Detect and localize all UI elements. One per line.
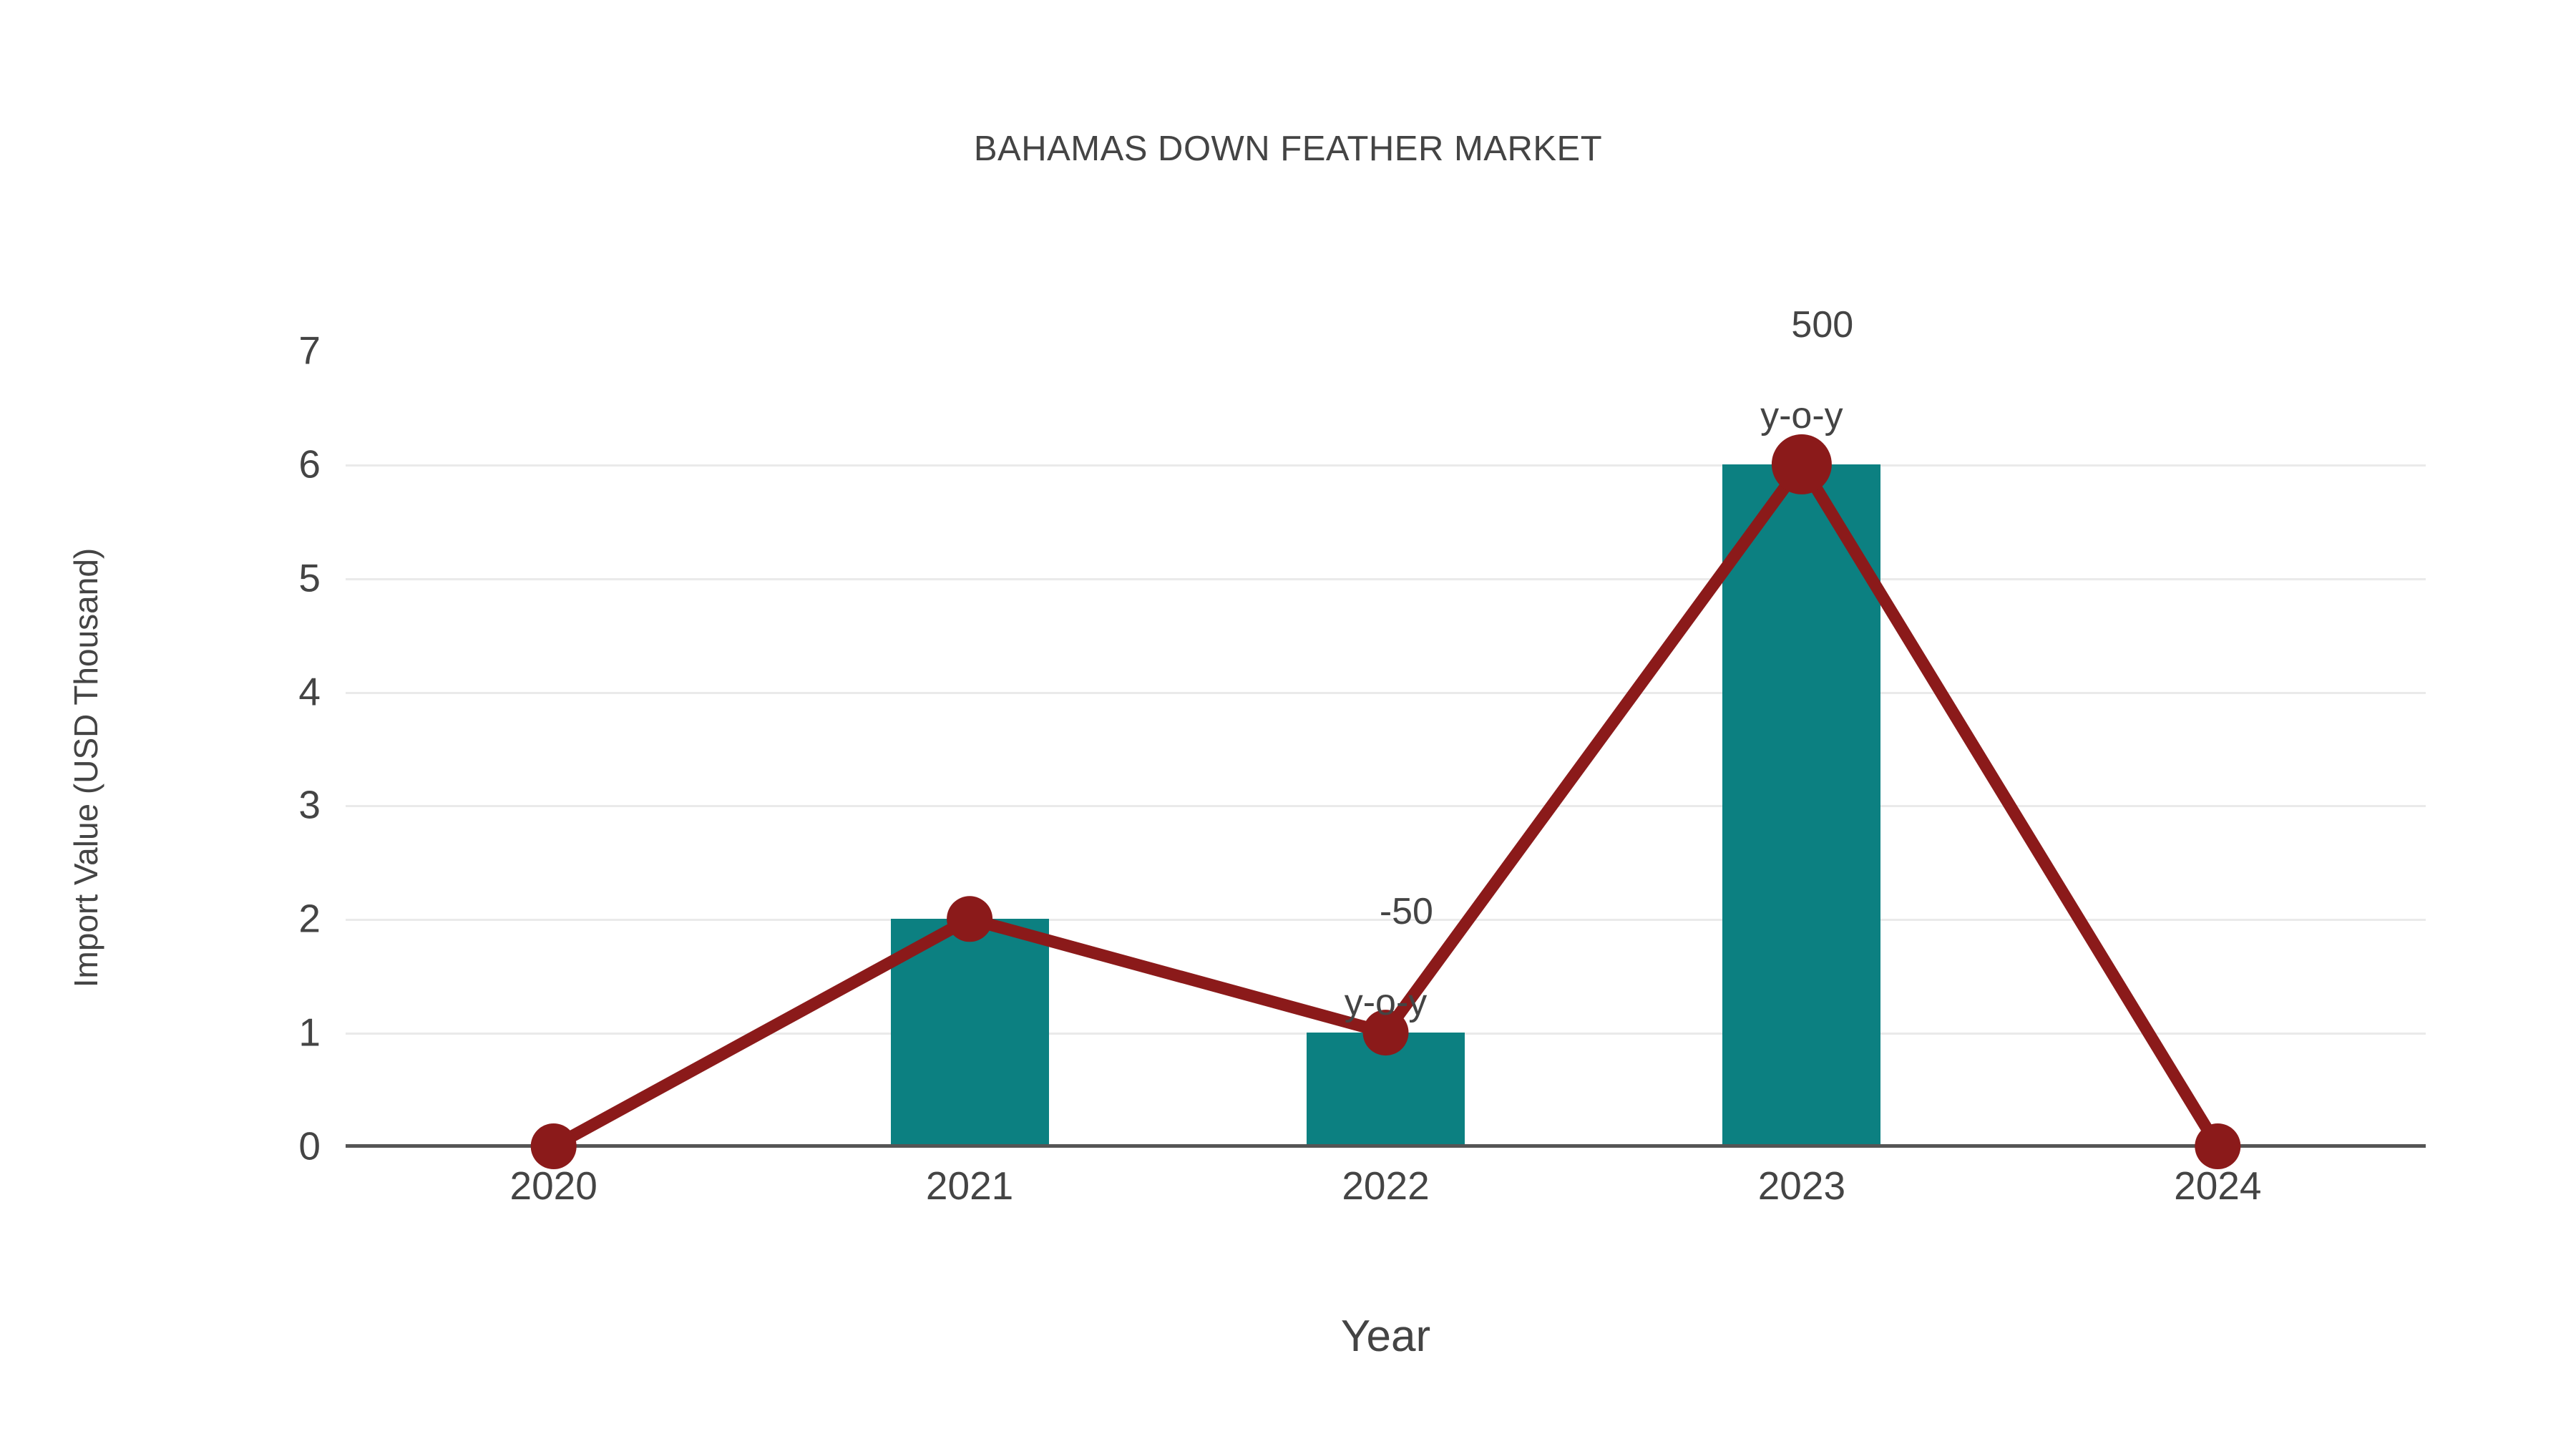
gridline-5 xyxy=(346,577,2426,580)
y-tick-6: 6 xyxy=(298,441,321,487)
chart-title: BAHAMAS DOWN FEATHER MARKET xyxy=(973,130,1603,168)
x-tick-2022: 2022 xyxy=(1342,1163,1430,1208)
y-tick-7: 7 xyxy=(298,328,321,373)
x-tick-2024: 2024 xyxy=(2174,1163,2262,1208)
bar-2022[interactable] xyxy=(1307,1033,1465,1146)
x-axis-line xyxy=(346,1144,2426,1148)
bar-2021[interactable] xyxy=(890,919,1049,1146)
y-tick-2: 2 xyxy=(298,896,321,941)
x-tick-2023: 2023 xyxy=(1757,1163,1846,1208)
y-tick-4: 4 xyxy=(298,669,321,714)
x-tick-2020: 2020 xyxy=(509,1163,597,1208)
gridline-3 xyxy=(346,805,2426,808)
plot-area xyxy=(346,351,2426,1146)
y-tick-1: 1 xyxy=(298,1010,321,1055)
y-tick-0: 0 xyxy=(298,1123,321,1169)
x-tick-2021: 2021 xyxy=(925,1163,1014,1208)
annotation-2023-value: 500 xyxy=(1791,304,1854,346)
y-axis-title: Import Value (USD Thousand) xyxy=(67,547,104,988)
y-tick-3: 3 xyxy=(298,782,321,827)
gridline-2 xyxy=(346,919,2426,922)
gridline-6 xyxy=(346,464,2426,467)
x-axis-title: Year xyxy=(1340,1312,1431,1361)
gridline-4 xyxy=(346,691,2426,694)
y-tick-5: 5 xyxy=(298,555,321,600)
bar-2023[interactable] xyxy=(1722,464,1881,1146)
